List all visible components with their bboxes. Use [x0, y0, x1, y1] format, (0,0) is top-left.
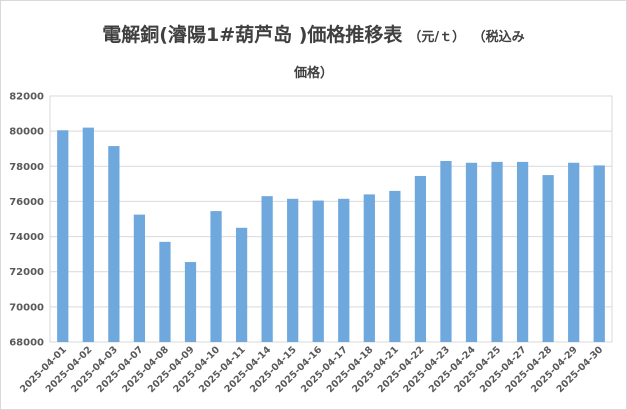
- bar: [491, 161, 503, 342]
- chart-title: 電解銅(濬陽1#葫芦岛 )価格推移表 （元/ｔ） （税込み: [0, 20, 627, 47]
- bars: [57, 127, 605, 342]
- bar: [389, 190, 401, 342]
- bar: [184, 262, 197, 342]
- bar: [363, 194, 375, 342]
- y-axis-tick-labels: 68000 70000 72000 74000 76000 78000 80000 82000: [9, 92, 44, 349]
- y-tick-label: 80000: [9, 127, 44, 138]
- bar: [82, 127, 94, 342]
- chart-title-main: 電解銅(濬陽1#葫芦岛 )価格推移表: [102, 24, 403, 46]
- bar: [542, 175, 554, 342]
- bar: [133, 214, 146, 342]
- bar: [159, 241, 171, 342]
- bar: [261, 196, 273, 342]
- bar: [338, 198, 350, 342]
- y-tick-label: 82000: [9, 92, 44, 103]
- y-tick-label: 78000: [9, 162, 44, 173]
- y-tick-label: 68000: [9, 338, 44, 349]
- bar: [210, 211, 222, 342]
- bar: [593, 165, 605, 342]
- chart-title-unit: （元/ｔ）: [408, 30, 466, 45]
- bar: [568, 162, 580, 342]
- y-tick-label: 76000: [9, 197, 44, 208]
- chart-title-continued: 価格）: [293, 66, 333, 81]
- bar: [312, 200, 324, 342]
- bar: [108, 146, 120, 342]
- bar: [235, 227, 248, 342]
- chart-title-tax-note: （税込み: [479, 30, 525, 45]
- x-axis-tick-labels: 2025-04-012025-04-022025-04-032025-04-07…: [18, 344, 605, 395]
- bar: [414, 175, 427, 342]
- bar: [287, 198, 299, 342]
- bar: [57, 130, 69, 342]
- bar: [516, 161, 529, 342]
- bar: [465, 162, 478, 342]
- y-tick-label: 72000: [9, 267, 44, 278]
- bar: [440, 161, 452, 342]
- y-tick-label: 70000: [9, 302, 44, 313]
- y-tick-label: 74000: [9, 232, 44, 243]
